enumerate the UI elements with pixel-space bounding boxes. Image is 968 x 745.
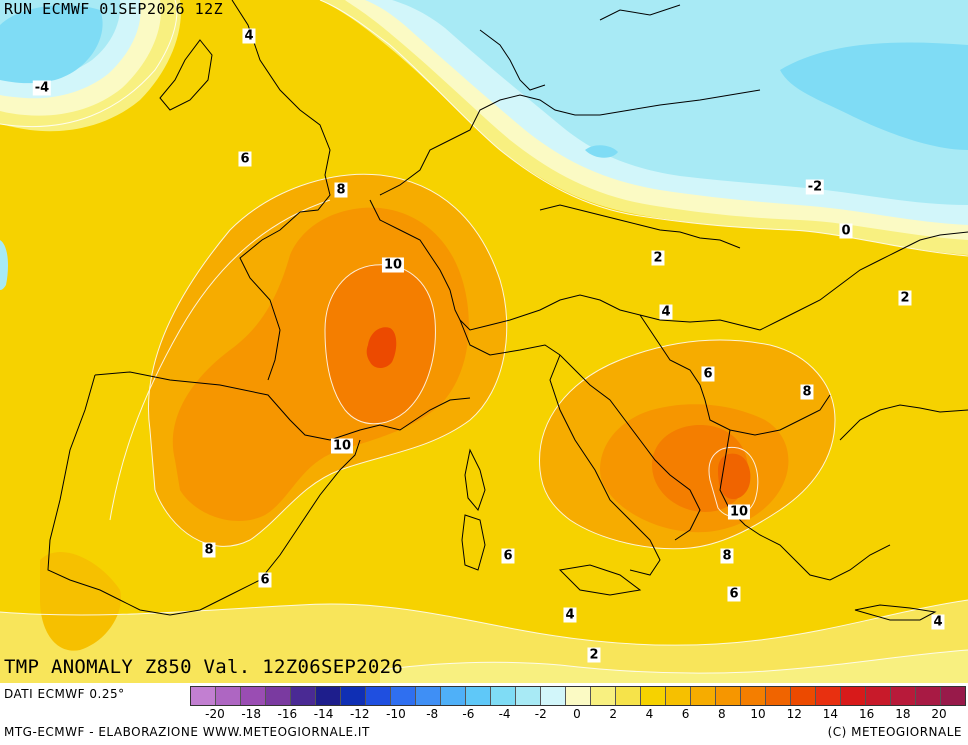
anomaly-band-minus4-minus2 bbox=[380, 0, 968, 205]
contour-label: 2 bbox=[587, 647, 601, 663]
anomaly-map: RUN ECMWF 01SEP2026 12Z TMP ANOMALY Z850… bbox=[0, 0, 968, 683]
contour-label: 8 bbox=[334, 182, 348, 198]
legend-tick-label: 12 bbox=[786, 707, 802, 721]
legend-swatch bbox=[716, 687, 741, 705]
contour-label: 10 bbox=[330, 438, 354, 454]
legend-swatch bbox=[266, 687, 291, 705]
legend-tick-label: -4 bbox=[498, 707, 511, 721]
contour-label: 6 bbox=[238, 151, 252, 167]
legend-tick-label: 10 bbox=[750, 707, 766, 721]
contour-label: 6 bbox=[727, 586, 741, 602]
legend-swatch bbox=[316, 687, 341, 705]
anomaly-band-minus6-minus4 bbox=[780, 42, 968, 150]
legend-swatch bbox=[816, 687, 841, 705]
legend-tick-label: -12 bbox=[349, 707, 370, 721]
anomaly-map-canvas bbox=[0, 0, 968, 683]
legend-swatch bbox=[666, 687, 691, 705]
legend-swatch bbox=[291, 687, 316, 705]
legend-swatch bbox=[216, 687, 241, 705]
legend-swatch bbox=[541, 687, 566, 705]
contour-label: -4 bbox=[32, 80, 52, 96]
contour-label: 2 bbox=[651, 250, 665, 266]
legend-tick-label: 8 bbox=[717, 707, 726, 721]
legend-swatch bbox=[766, 687, 791, 705]
anomaly-band-nw-minus6-minus4 bbox=[0, 5, 103, 84]
data-source-label: DATI ECMWF 0.25° bbox=[4, 687, 125, 701]
legend-swatch bbox=[441, 687, 466, 705]
color-legend-ticks: -20 -18 -16 -14 -12 -10 -8 -6 -4 -2 0 2 4 6 8 10 12 14 16 1… bbox=[190, 707, 964, 723]
legend-tick-label: -2 bbox=[534, 707, 547, 721]
anomaly-title: TMP ANOMALY Z850 Val. 12Z06SEP2026 bbox=[4, 656, 404, 678]
legend-swatch bbox=[866, 687, 891, 705]
legend-swatch bbox=[416, 687, 441, 705]
anomaly-band-south-2-4 bbox=[380, 650, 968, 683]
anomaly-band-iberia-8-10 bbox=[40, 551, 121, 651]
legend-tick-label: -18 bbox=[241, 707, 261, 721]
contour-label: 4 bbox=[931, 614, 945, 630]
legend-tick-label: -8 bbox=[426, 707, 439, 721]
legend-swatch bbox=[641, 687, 666, 705]
contour-label: 6 bbox=[701, 366, 715, 382]
legend-swatch bbox=[941, 687, 965, 705]
contour-label: 4 bbox=[659, 304, 673, 320]
anomaly-band-minus6-minus4-small bbox=[585, 145, 618, 158]
legend-tick-label: -20 bbox=[205, 707, 225, 721]
anomaly-band-w-minus4 bbox=[0, 240, 8, 290]
copyright-label: (C) METEOGIORNALE bbox=[827, 725, 962, 739]
legend-swatch bbox=[691, 687, 716, 705]
contour-label: 8 bbox=[720, 548, 734, 564]
legend-swatch bbox=[791, 687, 816, 705]
legend-swatch bbox=[516, 687, 541, 705]
legend-swatch bbox=[591, 687, 616, 705]
anomaly-band-balkan-16-18 bbox=[718, 453, 751, 500]
legend-swatch bbox=[466, 687, 491, 705]
legend-tick-label: 0 bbox=[573, 707, 581, 721]
legend-tick-label: 20 bbox=[931, 707, 947, 721]
credit-label: MTG-ECMWF - ELABORAZIONE WWW.METEOGIORNA… bbox=[4, 725, 370, 739]
contour-label: 4 bbox=[242, 28, 256, 44]
legend-swatch bbox=[366, 687, 391, 705]
legend-tick-label: -14 bbox=[313, 707, 334, 721]
contour-label: 8 bbox=[800, 384, 814, 400]
legend-tick-label: -6 bbox=[462, 707, 475, 721]
run-title: RUN ECMWF 01SEP2026 12Z bbox=[4, 0, 224, 18]
country-borders bbox=[47, 0, 968, 621]
contour-label: -2 bbox=[805, 179, 825, 195]
anomaly-band-16-18 bbox=[366, 327, 397, 368]
legend-tick-label: 6 bbox=[681, 707, 690, 721]
legend-swatch bbox=[391, 687, 416, 705]
legend-swatch bbox=[566, 687, 591, 705]
legend-swatch bbox=[241, 687, 266, 705]
contour-label: 2 bbox=[898, 290, 912, 306]
legend-tick-label: 14 bbox=[822, 707, 839, 721]
legend-swatch bbox=[891, 687, 916, 705]
legend-swatch bbox=[341, 687, 366, 705]
legend-tick-label: 2 bbox=[609, 707, 618, 721]
legend-tick-label: 16 bbox=[858, 707, 875, 721]
contour-label: 0 bbox=[839, 223, 853, 239]
legend-swatch bbox=[616, 687, 641, 705]
color-legend-bar bbox=[190, 686, 966, 706]
legend-swatch bbox=[841, 687, 866, 705]
legend-swatch bbox=[491, 687, 516, 705]
contour-label: 10 bbox=[381, 257, 405, 273]
legend-tick-label: 4 bbox=[645, 707, 654, 721]
legend-tick-label: 18 bbox=[895, 707, 911, 721]
legend-swatch bbox=[916, 687, 941, 705]
contour-label: 8 bbox=[202, 542, 216, 558]
legend-tick-label: -10 bbox=[386, 707, 406, 721]
contour-label: 4 bbox=[563, 607, 577, 623]
legend-swatch bbox=[191, 687, 216, 705]
legend-footer: DATI ECMWF 0.25° -20 -18 -16 -14 -12 -10 -8 -6-… bbox=[0, 683, 968, 745]
anomaly-isolines bbox=[0, 0, 968, 674]
contour-label: 6 bbox=[501, 548, 515, 564]
anomaly-band-south-4-6 bbox=[0, 600, 968, 683]
contour-label: 6 bbox=[258, 572, 272, 588]
legend-tick-label: -16 bbox=[277, 707, 298, 721]
contour-label: 10 bbox=[727, 504, 751, 520]
legend-swatch bbox=[741, 687, 766, 705]
